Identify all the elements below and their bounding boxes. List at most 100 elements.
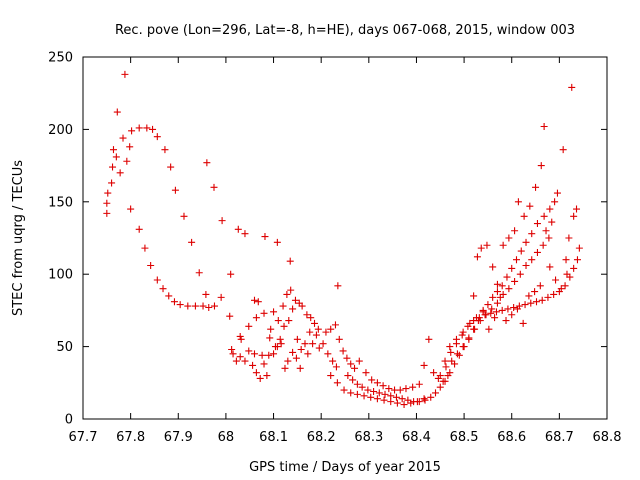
data-point xyxy=(312,331,320,339)
data-point xyxy=(508,311,516,319)
data-point xyxy=(496,293,504,301)
data-point xyxy=(202,290,210,298)
data-point xyxy=(141,244,149,252)
data-point xyxy=(109,146,117,154)
data-point xyxy=(392,393,400,401)
data-point xyxy=(358,383,366,391)
data-point xyxy=(245,347,253,355)
data-point xyxy=(513,305,521,313)
data-point xyxy=(487,309,495,317)
data-point xyxy=(393,399,401,407)
data-point xyxy=(266,334,274,342)
data-point xyxy=(252,369,260,377)
x-tick-label: 68.7 xyxy=(545,430,574,445)
data-point xyxy=(504,305,512,313)
x-tick-label: 68.6 xyxy=(497,430,526,445)
data-point xyxy=(258,351,266,359)
data-point xyxy=(322,328,330,336)
data-point xyxy=(143,124,151,132)
data-point xyxy=(536,282,544,290)
data-point xyxy=(472,314,480,322)
data-point xyxy=(355,357,363,365)
data-point xyxy=(277,340,285,348)
data-point xyxy=(528,230,536,238)
data-point xyxy=(319,340,327,348)
data-point xyxy=(127,205,135,213)
data-point xyxy=(180,212,188,220)
data-point xyxy=(351,364,359,372)
data-point xyxy=(285,317,293,325)
y-axis-label: STEC from uqrg / TECUs xyxy=(11,160,26,316)
data-point xyxy=(533,248,541,256)
data-point xyxy=(113,108,121,116)
data-point xyxy=(563,270,571,278)
data-point xyxy=(108,179,116,187)
data-point xyxy=(368,376,376,384)
data-point xyxy=(441,377,449,385)
data-point xyxy=(228,345,236,353)
x-tick-label: 68.3 xyxy=(354,430,383,445)
data-point xyxy=(493,288,501,296)
data-point xyxy=(458,331,466,339)
data-point xyxy=(540,212,548,220)
data-point xyxy=(498,306,506,314)
data-point xyxy=(545,234,553,242)
data-point xyxy=(404,396,412,404)
data-point xyxy=(135,225,143,233)
data-point xyxy=(471,325,479,333)
data-point xyxy=(167,163,175,171)
data-point xyxy=(537,162,545,170)
data-point xyxy=(493,299,501,307)
data-point xyxy=(135,124,143,132)
data-point xyxy=(227,270,235,278)
data-point xyxy=(170,298,178,306)
data-point xyxy=(477,244,485,252)
data-point xyxy=(551,198,559,206)
data-point xyxy=(548,218,556,226)
data-point xyxy=(522,262,530,270)
data-point xyxy=(254,298,262,306)
y-tick-label: 0 xyxy=(65,413,73,428)
data-point xyxy=(210,183,218,191)
data-point xyxy=(502,317,510,325)
data-point xyxy=(218,217,226,225)
data-point xyxy=(441,357,449,365)
data-point xyxy=(195,269,203,277)
data-point xyxy=(311,319,319,327)
data-point xyxy=(205,304,213,312)
data-point xyxy=(267,325,275,333)
data-point xyxy=(340,386,348,394)
data-point xyxy=(511,227,519,235)
data-point xyxy=(203,159,211,167)
data-point xyxy=(289,305,297,313)
data-point xyxy=(314,325,322,333)
data-point xyxy=(552,276,560,284)
data-point xyxy=(116,169,124,177)
data-point xyxy=(387,392,395,400)
data-point xyxy=(364,386,372,394)
x-axis-label: GPS time / Days of year 2015 xyxy=(249,460,441,475)
data-point xyxy=(550,290,558,298)
x-tick-label: 67.7 xyxy=(69,430,98,445)
data-point xyxy=(237,335,245,343)
data-point xyxy=(286,257,294,265)
data-point xyxy=(349,376,357,384)
data-point xyxy=(309,340,317,348)
data-point xyxy=(483,241,491,249)
data-point xyxy=(112,153,120,161)
data-point xyxy=(521,301,529,309)
data-point xyxy=(532,298,540,306)
data-point xyxy=(280,322,288,330)
data-point xyxy=(489,263,497,271)
data-point xyxy=(165,292,173,300)
data-point xyxy=(274,317,282,325)
data-point xyxy=(296,364,304,372)
data-point xyxy=(538,296,546,304)
data-point xyxy=(489,293,497,301)
data-point xyxy=(293,335,301,343)
data-point xyxy=(281,364,289,372)
data-point xyxy=(505,234,513,242)
data-point xyxy=(573,205,581,213)
data-point xyxy=(307,314,315,322)
data-point xyxy=(263,372,271,380)
